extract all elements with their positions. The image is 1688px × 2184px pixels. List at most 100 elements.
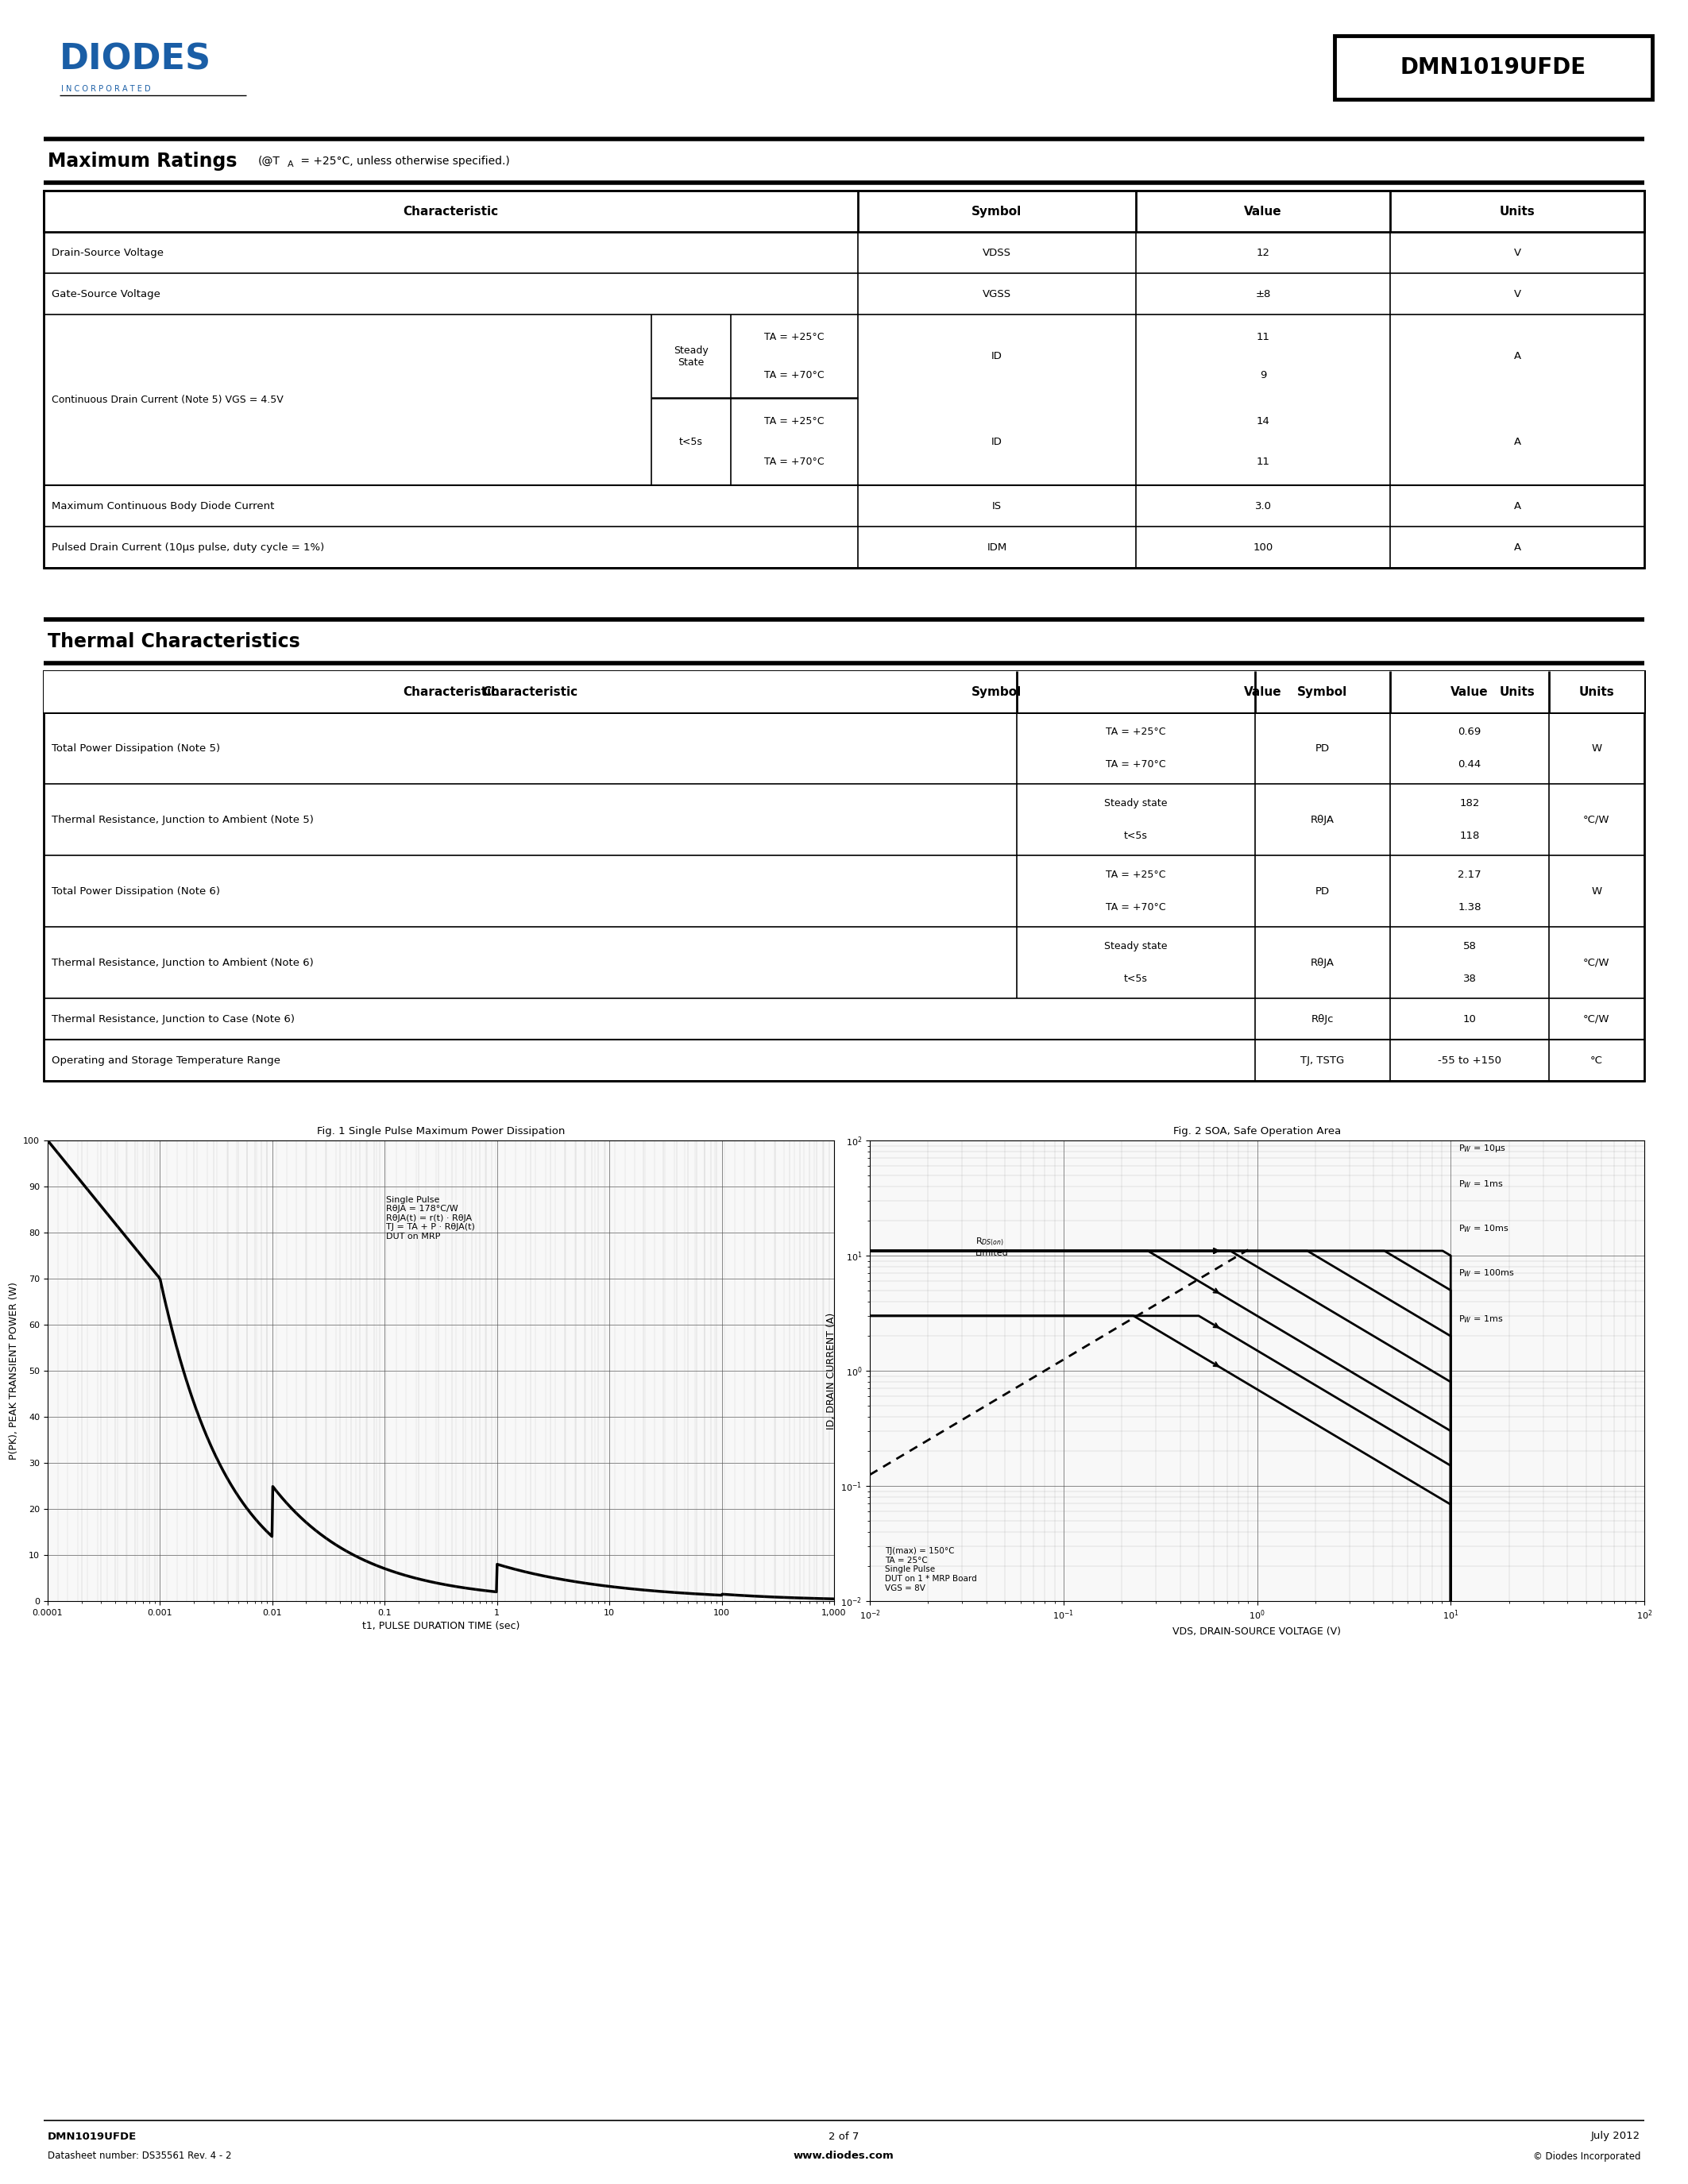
Text: 12: 12 xyxy=(1256,247,1269,258)
Text: Drain-Source Voltage: Drain-Source Voltage xyxy=(52,247,164,258)
Text: © Diodes Incorporated: © Diodes Incorporated xyxy=(1533,2151,1641,2162)
Text: PD: PD xyxy=(1315,743,1330,753)
Bar xyxy=(44,670,1644,712)
Text: Single Pulse
RθJA = 178°C/W
RθJA(t) = r(t) · RθJA
TJ = TA + P · RθJA(t)
DUT on M: Single Pulse RθJA = 178°C/W RθJA(t) = r(… xyxy=(387,1195,474,1241)
Text: DMN1019UFDE: DMN1019UFDE xyxy=(1401,57,1587,79)
X-axis label: t1, PULSE DURATION TIME (sec): t1, PULSE DURATION TIME (sec) xyxy=(361,1621,520,1631)
Text: Total Power Dissipation (Note 5): Total Power Dissipation (Note 5) xyxy=(52,743,219,753)
Text: P$_W$ = 10ms: P$_W$ = 10ms xyxy=(1458,1223,1509,1234)
Text: t<5s: t<5s xyxy=(679,437,702,448)
Text: Thermal Resistance, Junction to Ambient (Note 6): Thermal Resistance, Junction to Ambient … xyxy=(52,957,314,968)
Bar xyxy=(44,670,1644,712)
Text: A: A xyxy=(1514,500,1521,511)
Bar xyxy=(44,190,1644,232)
Bar xyxy=(44,670,1644,712)
Text: 58: 58 xyxy=(1463,941,1477,952)
Text: Gate-Source Voltage: Gate-Source Voltage xyxy=(52,288,160,299)
Text: 118: 118 xyxy=(1460,830,1480,841)
Text: (@T: (@T xyxy=(258,155,280,166)
Text: DMN1019UFDE: DMN1019UFDE xyxy=(47,2132,137,2143)
Text: Thermal Resistance, Junction to Ambient (Note 5): Thermal Resistance, Junction to Ambient … xyxy=(52,815,314,826)
Text: V: V xyxy=(1514,288,1521,299)
Bar xyxy=(44,670,1644,1081)
Text: °C/W: °C/W xyxy=(1583,815,1610,826)
Text: V: V xyxy=(1514,247,1521,258)
Text: July 2012: July 2012 xyxy=(1592,2132,1641,2143)
Text: °C/W: °C/W xyxy=(1583,1013,1610,1024)
Y-axis label: P(PK), PEAK TRANSIENT POWER (W): P(PK), PEAK TRANSIENT POWER (W) xyxy=(8,1282,19,1459)
Text: TJ, TSTG: TJ, TSTG xyxy=(1301,1055,1345,1066)
Text: Total Power Dissipation (Note 6): Total Power Dissipation (Note 6) xyxy=(52,887,219,895)
Text: 3.0: 3.0 xyxy=(1254,500,1271,511)
Text: 38: 38 xyxy=(1463,974,1477,985)
Text: A: A xyxy=(1514,542,1521,553)
Text: R$_{DS(on)}$
Limited: R$_{DS(on)}$ Limited xyxy=(976,1236,1008,1256)
Text: 0.69: 0.69 xyxy=(1458,727,1480,736)
Text: A: A xyxy=(287,159,294,168)
Text: 14: 14 xyxy=(1256,417,1269,426)
Text: 2 of 7: 2 of 7 xyxy=(829,2132,859,2143)
Text: = +25°C, unless otherwise specified.): = +25°C, unless otherwise specified.) xyxy=(297,155,510,166)
Text: TJ(max) = 150°C
TA = 25°C
Single Pulse
DUT on 1 * MRP Board
VGS = 8V: TJ(max) = 150°C TA = 25°C Single Pulse D… xyxy=(885,1546,977,1592)
Text: IS: IS xyxy=(993,500,1001,511)
Text: A: A xyxy=(1514,437,1521,448)
Text: Units: Units xyxy=(1499,205,1534,216)
Text: 100: 100 xyxy=(1252,542,1273,553)
Text: VGSS: VGSS xyxy=(982,288,1011,299)
Text: Thermal Resistance, Junction to Case (Note 6): Thermal Resistance, Junction to Case (No… xyxy=(52,1013,295,1024)
Text: Datasheet number: DS35561 Rev. 4 - 2: Datasheet number: DS35561 Rev. 4 - 2 xyxy=(47,2151,231,2162)
Text: TA = +25°C: TA = +25°C xyxy=(765,332,824,343)
Text: 1.38: 1.38 xyxy=(1458,902,1482,913)
Text: 11: 11 xyxy=(1256,332,1269,343)
Y-axis label: ID, DRAIN CURRENT (A): ID, DRAIN CURRENT (A) xyxy=(825,1313,836,1428)
Text: Value: Value xyxy=(1244,686,1281,697)
Text: www.diodes.com: www.diodes.com xyxy=(793,2151,895,2162)
Text: t<5s: t<5s xyxy=(1124,830,1148,841)
Text: TA = +25°C: TA = +25°C xyxy=(1106,869,1166,880)
Text: Steady state: Steady state xyxy=(1104,797,1168,808)
Text: Maximum Continuous Body Diode Current: Maximum Continuous Body Diode Current xyxy=(52,500,275,511)
Text: Characteristic: Characteristic xyxy=(483,686,577,697)
Text: Units: Units xyxy=(1499,686,1534,697)
Text: TA = +70°C: TA = +70°C xyxy=(765,371,824,380)
Text: Symbol: Symbol xyxy=(972,686,1021,697)
Text: TA = +70°C: TA = +70°C xyxy=(1106,760,1166,769)
Text: P$_W$ = 1ms: P$_W$ = 1ms xyxy=(1458,1315,1504,1326)
Title: Fig. 1 Single Pulse Maximum Power Dissipation: Fig. 1 Single Pulse Maximum Power Dissip… xyxy=(317,1127,565,1136)
Title: Fig. 2 SOA, Safe Operation Area: Fig. 2 SOA, Safe Operation Area xyxy=(1173,1127,1340,1136)
Text: Value: Value xyxy=(1450,686,1489,697)
Text: RθJA: RθJA xyxy=(1310,957,1335,968)
Text: DIODES: DIODES xyxy=(59,41,211,76)
Bar xyxy=(1335,35,1653,98)
X-axis label: VDS, DRAIN-SOURCE VOLTAGE (V): VDS, DRAIN-SOURCE VOLTAGE (V) xyxy=(1173,1627,1342,1636)
Text: t<5s: t<5s xyxy=(1124,974,1148,985)
Text: Pulsed Drain Current (10μs pulse, duty cycle = 1%): Pulsed Drain Current (10μs pulse, duty c… xyxy=(52,542,324,553)
Text: I N C O R P O R A T E D: I N C O R P O R A T E D xyxy=(61,85,150,94)
Text: Maximum Ratings: Maximum Ratings xyxy=(47,151,236,170)
Text: Operating and Storage Temperature Range: Operating and Storage Temperature Range xyxy=(52,1055,280,1066)
Text: Symbol: Symbol xyxy=(972,205,1021,216)
Text: Units: Units xyxy=(1578,686,1614,697)
Text: Continuous Drain Current (Note 5) VGS = 4.5V: Continuous Drain Current (Note 5) VGS = … xyxy=(52,395,284,404)
Text: TA = +70°C: TA = +70°C xyxy=(765,456,824,467)
Text: VDSS: VDSS xyxy=(982,247,1011,258)
Text: P$_W$ = 10μs: P$_W$ = 10μs xyxy=(1458,1142,1506,1153)
Text: 9: 9 xyxy=(1259,371,1266,380)
Text: Thermal Characteristics: Thermal Characteristics xyxy=(47,631,300,651)
Text: °C: °C xyxy=(1590,1055,1604,1066)
Text: -55 to +150: -55 to +150 xyxy=(1438,1055,1501,1066)
Text: 2.17: 2.17 xyxy=(1458,869,1482,880)
Text: ±8: ±8 xyxy=(1256,288,1271,299)
Text: IDM: IDM xyxy=(987,542,1008,553)
Text: Characteristic: Characteristic xyxy=(403,205,498,216)
Text: PD: PD xyxy=(1315,887,1330,895)
Text: 182: 182 xyxy=(1460,797,1480,808)
Text: TA = +70°C: TA = +70°C xyxy=(1106,902,1166,913)
Text: Symbol: Symbol xyxy=(1298,686,1347,697)
Text: RθJA: RθJA xyxy=(1310,815,1335,826)
Text: RθJc: RθJc xyxy=(1312,1013,1334,1024)
Text: A: A xyxy=(1514,352,1521,360)
Text: 10: 10 xyxy=(1463,1013,1477,1024)
Bar xyxy=(44,190,1644,568)
Text: Value: Value xyxy=(1244,205,1281,216)
